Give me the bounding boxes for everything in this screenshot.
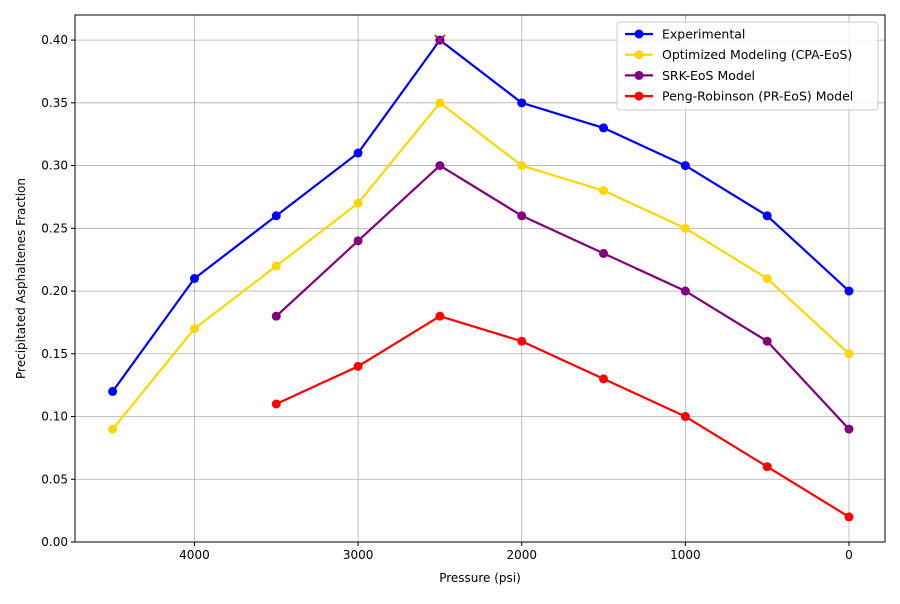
annotation-layer <box>434 34 446 46</box>
series-2 <box>108 98 854 434</box>
data-point <box>108 386 118 396</box>
data-point <box>517 161 527 171</box>
x-tick-label: 0 <box>845 548 853 562</box>
data-point <box>435 161 445 171</box>
data-point <box>271 399 281 409</box>
y-tick-label: 0.40 <box>41 33 68 47</box>
data-point <box>680 412 690 422</box>
data-point <box>599 248 609 258</box>
data-point <box>762 336 772 346</box>
series-line <box>275 315 850 518</box>
data-point <box>599 374 609 384</box>
legend: Experimental Optimized Modeling (CPA-EoS)… <box>616 21 879 111</box>
y-tick-label: 0.30 <box>41 159 68 173</box>
data-point <box>353 198 363 208</box>
data-point <box>844 349 854 359</box>
x-tick-label: 1000 <box>670 548 701 562</box>
series-line <box>111 101 850 430</box>
legend-label: Optimized Modeling (CPA-EoS) <box>662 47 852 62</box>
y-tick-label: 0.35 <box>41 96 68 110</box>
data-point <box>189 274 199 283</box>
data-point <box>517 98 527 108</box>
plot-frame <box>74 14 886 543</box>
y-tick-label: 0.10 <box>41 410 68 424</box>
series-3 <box>271 161 854 434</box>
x-axis-label: Pressure (psi) <box>439 571 521 585</box>
legend-entry: Experimental <box>625 27 745 42</box>
series-line <box>111 38 850 393</box>
x-tick-label: 2000 <box>506 548 537 562</box>
x-marker-annotation <box>434 34 446 46</box>
x-tick-label: 4000 <box>179 548 210 562</box>
legend-label: Peng-Robinson (PR-EoS) Model <box>662 89 853 104</box>
legend-label: SRK-EoS Model <box>662 68 755 83</box>
legend-entry: Peng-Robinson (PR-EoS) Model <box>625 89 853 104</box>
data-point <box>517 336 527 346</box>
series-4 <box>271 311 854 522</box>
y-tick-label: 0.15 <box>41 347 68 361</box>
tick-layer: 4000 3000 2000 1000 0 0.00 0.05 0.10 0.15 0.20 0.2… <box>41 33 853 562</box>
data-point <box>762 462 772 472</box>
legend-marker <box>634 50 644 60</box>
legend-entry: Optimized Modeling (CPA-EoS) <box>625 47 852 62</box>
legend-entry: SRK-EoS Model <box>625 68 755 83</box>
y-tick-label: 0.25 <box>41 221 68 235</box>
y-axis-label: Precipitated Asphaltenes Fraction <box>14 178 28 379</box>
data-point <box>271 311 281 321</box>
data-point <box>435 311 445 321</box>
y-tick-label: 0.05 <box>41 472 68 486</box>
series-1 <box>108 35 854 396</box>
data-point <box>599 123 609 133</box>
data-point <box>599 186 609 196</box>
data-point <box>680 286 690 296</box>
data-point <box>353 148 363 158</box>
x-tick-label: 3000 <box>343 548 374 562</box>
y-tick-label: 0.00 <box>41 535 68 549</box>
data-point <box>680 161 690 171</box>
data-point <box>844 424 854 434</box>
data-point <box>680 223 690 233</box>
data-point <box>108 424 118 434</box>
data-point <box>435 98 445 108</box>
series-line <box>275 164 850 430</box>
data-point <box>353 236 363 246</box>
legend-label: Experimental <box>662 27 745 42</box>
y-tick-label: 0.20 <box>41 284 68 298</box>
data-point <box>271 211 281 221</box>
legend-marker <box>634 29 644 39</box>
data-point <box>353 361 363 371</box>
data-point <box>762 211 772 221</box>
legend-marker <box>634 70 644 80</box>
series-layer <box>108 35 854 522</box>
data-point <box>844 286 854 296</box>
data-point <box>517 211 527 221</box>
data-point <box>844 512 854 522</box>
legend-marker <box>634 91 644 101</box>
data-point <box>189 324 199 334</box>
data-point <box>271 261 281 271</box>
legend-box <box>616 21 879 111</box>
data-point <box>762 274 772 283</box>
